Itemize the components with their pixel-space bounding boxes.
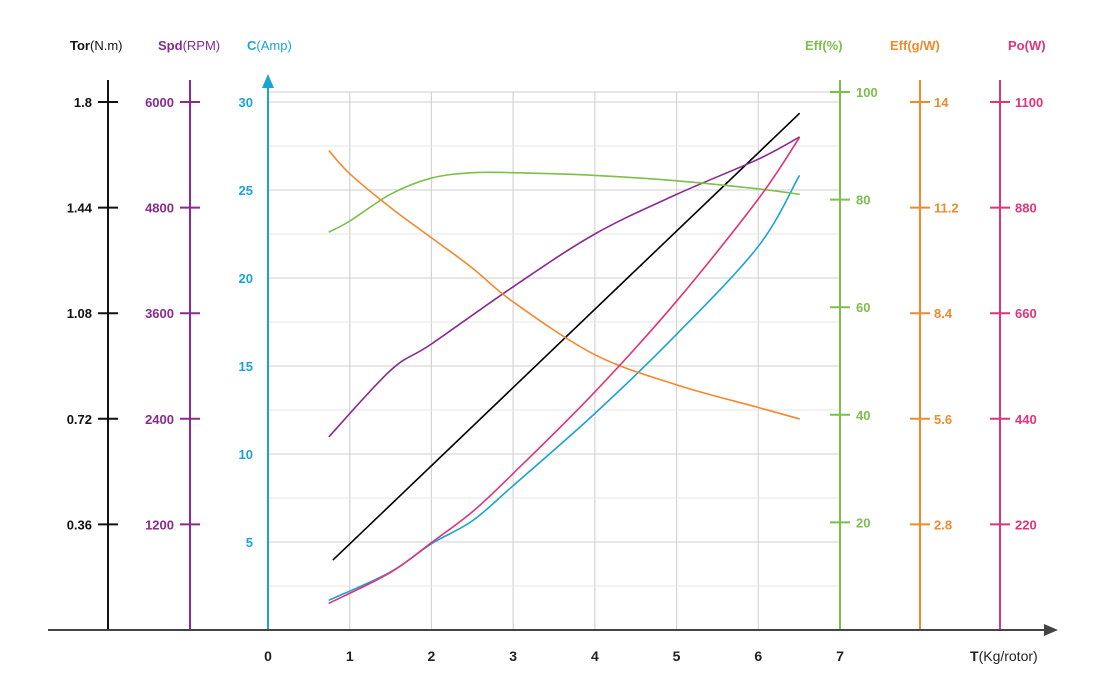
x-tick-label: 0 xyxy=(264,648,272,664)
tick-label-po: 1100 xyxy=(1015,95,1043,110)
tick-label-effgw: 2.8 xyxy=(934,517,952,532)
tick-label-po: 880 xyxy=(1015,201,1037,216)
axis-header-unit: (RPM) xyxy=(183,38,221,53)
axis-header-name: Eff xyxy=(805,38,823,53)
x-tick-label: 7 xyxy=(836,648,844,664)
series-line-tor xyxy=(332,112,800,561)
tick-label-effp: 20 xyxy=(856,515,870,530)
x-axis-label-unit: (Kg/rotor) xyxy=(979,648,1038,664)
tick-label-tor: 1.8 xyxy=(74,95,92,110)
tick-label-cur: 15 xyxy=(239,359,253,374)
series-line-po xyxy=(328,137,800,604)
tick-label-effgw: 8.4 xyxy=(934,306,953,321)
axis-headers: Tor(N.m) Spd(RPM) C(Amp) Eff(%) Eff(g/W) Po(W… xyxy=(70,38,1046,53)
axis-header-spd: Spd(RPM) xyxy=(158,38,220,53)
axis-header-name: Spd xyxy=(158,38,183,53)
tick-label-effp: 80 xyxy=(856,193,870,208)
tick-label-effp: 60 xyxy=(856,300,870,315)
series-line-cur xyxy=(328,175,800,601)
axis-po: 220 440 660 880 1100 xyxy=(990,80,1043,630)
series-line-effgw xyxy=(328,150,800,420)
tick-label-cur: 30 xyxy=(239,95,253,110)
axis-header-name: C xyxy=(247,38,257,53)
axis-arrow-cur xyxy=(262,74,274,88)
tick-label-spd: 4800 xyxy=(145,201,174,216)
tick-label-cur: 25 xyxy=(239,183,253,198)
axis-tor: 0.36 0.72 1.08 1.44 1.8 xyxy=(67,80,118,630)
tick-label-tor: 0.72 xyxy=(67,412,92,427)
axis-header-name: Tor xyxy=(70,38,90,53)
tick-label-tor: 0.36 xyxy=(67,517,92,532)
tick-label-effp: 100 xyxy=(856,85,878,100)
x-tick-label: 6 xyxy=(754,648,762,664)
tick-label-spd: 3600 xyxy=(145,306,174,321)
series-line-spd xyxy=(328,136,800,438)
axis-header-effp: Eff(%) xyxy=(805,38,843,53)
tick-label-po: 660 xyxy=(1015,306,1037,321)
axis-header-unit: (Amp) xyxy=(256,38,291,53)
data-series xyxy=(328,112,800,604)
x-axis-arrow xyxy=(1044,624,1058,636)
axis-header-unit: (W) xyxy=(1025,38,1046,53)
x-tick-label: 3 xyxy=(509,648,517,664)
grid xyxy=(268,91,841,630)
tick-label-cur: 10 xyxy=(239,447,253,462)
axis-header-unit: (g/W) xyxy=(907,38,939,53)
x-tick-label: 1 xyxy=(346,648,354,664)
tick-label-cur: 5 xyxy=(246,535,253,550)
tick-label-tor: 1.44 xyxy=(67,201,93,216)
axis-spd: 1200 2400 3600 4800 6000 xyxy=(145,80,200,630)
x-tick-label: 4 xyxy=(591,648,599,664)
axis-effp: 20 40 60 80 100 xyxy=(830,80,878,630)
tick-label-effgw: 14 xyxy=(934,95,949,110)
axis-header-unit: (N.m) xyxy=(90,38,123,53)
x-axis-label-main: T xyxy=(970,648,979,664)
tick-label-spd: 6000 xyxy=(145,95,174,110)
value-axes: 0.36 0.72 1.08 1.44 1.8 1200 2400 3600 4800 6000 5… xyxy=(67,74,1043,630)
tick-label-cur: 20 xyxy=(239,271,253,286)
axis-header-cur: C(Amp) xyxy=(247,38,292,53)
tick-label-effgw: 11.2 xyxy=(934,201,959,216)
axis-effgw: 2.8 5.6 8.4 11.2 14 xyxy=(910,80,959,630)
axis-header-po: Po(W) xyxy=(1008,38,1046,53)
axis-header-unit: (%) xyxy=(822,38,842,53)
x-axis-label: T(Kg/rotor) xyxy=(970,648,1038,664)
series-line-effp xyxy=(328,171,800,233)
axis-header-tor: Tor(N.m) xyxy=(70,38,122,53)
tick-label-tor: 1.08 xyxy=(67,306,92,321)
axis-header-name: Eff xyxy=(890,38,908,53)
tick-label-spd: 2400 xyxy=(145,412,174,427)
axis-header-effgw: Eff(g/W) xyxy=(890,38,940,53)
tick-label-po: 220 xyxy=(1015,517,1037,532)
axis-header-name: Po xyxy=(1008,38,1025,53)
x-tick-label: 2 xyxy=(428,648,436,664)
x-tick-label: 5 xyxy=(673,648,681,664)
tick-label-effp: 40 xyxy=(856,408,870,423)
tick-label-po: 440 xyxy=(1015,412,1037,427)
tick-label-effgw: 5.6 xyxy=(934,412,952,427)
x-axis: 0 1 2 3 4 5 6 7 T(Kg/rotor) xyxy=(48,624,1058,664)
tick-label-spd: 1200 xyxy=(145,517,174,532)
axis-cur: 5 10 15 20 25 30 xyxy=(239,74,274,630)
